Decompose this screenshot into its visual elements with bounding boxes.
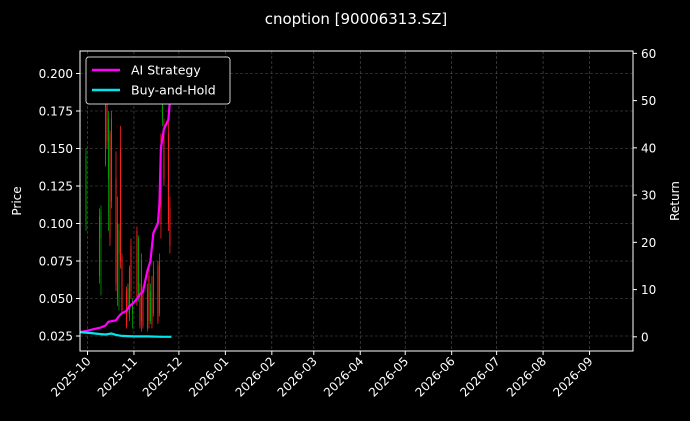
y-tick-label: 0.150	[39, 142, 73, 156]
candle	[100, 205, 102, 296]
candle	[158, 253, 160, 317]
candle	[116, 196, 118, 306]
candle	[152, 261, 154, 317]
candle-body	[148, 276, 150, 321]
legend-label-ai-strategy: AI Strategy	[131, 63, 201, 78]
candle-body	[142, 291, 144, 326]
candle	[110, 111, 112, 209]
series-line-ai-strategy	[79, 72, 173, 334]
y-axis-left: 0.025 0.050 0.075 0.100 0.125 0.150 0.175 0.200	[39, 67, 80, 344]
candle	[85, 148, 87, 231]
candle	[139, 283, 141, 329]
candle-body	[136, 231, 138, 299]
candles	[79, 66, 171, 332]
legend-box	[85, 56, 231, 105]
candle-body	[115, 178, 117, 284]
candle-body	[157, 265, 159, 321]
candle	[130, 238, 132, 299]
candle	[125, 286, 127, 329]
candle-body	[158, 261, 160, 314]
candle	[121, 253, 123, 314]
candle-body	[98, 216, 100, 276]
y-axis-right: 0 10 20 30 40 50 60	[633, 47, 656, 344]
candle-body	[140, 261, 142, 321]
candle-body	[160, 163, 162, 224]
candle	[107, 111, 109, 231]
legend: AI Strategy Buy-and-Hold	[85, 56, 231, 105]
y-tick-label: 0.075	[39, 255, 73, 269]
series-lines	[79, 72, 173, 338]
candle	[157, 261, 159, 324]
candle-body	[152, 268, 154, 314]
y2-tick-label: 40	[641, 141, 656, 155]
y2-tick-label: 0	[641, 330, 649, 344]
candle	[148, 268, 150, 329]
candle	[137, 235, 139, 302]
y2-tick-label: 50	[641, 94, 656, 108]
candle-body	[106, 103, 108, 141]
y-tick-label: 0.175	[39, 105, 73, 119]
candle-body	[139, 298, 141, 326]
candle-body	[110, 118, 112, 201]
y-tick-label: 0.100	[39, 217, 73, 231]
candle-body	[104, 81, 106, 164]
y-tick-label: 0.200	[39, 67, 73, 81]
legend-label-buy-and-hold: Buy-and-Hold	[131, 83, 216, 98]
candle	[146, 283, 148, 332]
candle-body	[163, 133, 165, 179]
y2-tick-label: 60	[641, 47, 656, 61]
candle-body	[100, 211, 102, 239]
y2-axis-label: Return	[668, 181, 682, 221]
y-tick-label: 0.025	[39, 330, 73, 344]
candle-body	[118, 231, 120, 254]
y-axis-label: Price	[10, 186, 24, 215]
series-line-buy-and-hold	[79, 331, 172, 338]
y-tick-label: 0.050	[39, 292, 73, 306]
y2-tick-label: 20	[641, 236, 656, 250]
y-tick-label: 0.125	[39, 180, 73, 194]
candle-body	[131, 301, 133, 314]
candle-body	[119, 148, 121, 261]
candle-body	[130, 246, 132, 291]
candle-body	[109, 133, 111, 239]
candle-body	[137, 238, 139, 299]
candle-body	[167, 133, 169, 224]
candle	[109, 130, 111, 246]
candle-body	[169, 208, 171, 246]
candle-body	[146, 289, 148, 329]
candle-body	[128, 268, 130, 317]
candle-body	[85, 156, 87, 224]
y2-tick-label: 30	[641, 189, 656, 203]
candle	[136, 226, 138, 306]
candle	[98, 208, 100, 284]
candle-body	[107, 118, 109, 179]
plot-frame	[79, 50, 634, 352]
candle	[142, 286, 144, 329]
candle-body	[149, 291, 151, 321]
candle-body	[116, 223, 118, 299]
y2-tick-label: 10	[641, 283, 656, 297]
candle	[167, 111, 169, 231]
candle	[128, 265, 130, 321]
candle	[151, 276, 153, 329]
candle	[149, 283, 151, 324]
candle	[169, 196, 171, 254]
candle-body	[125, 291, 127, 326]
candle-body	[151, 298, 153, 324]
candle	[115, 151, 117, 291]
candle	[118, 223, 120, 311]
candle	[119, 126, 121, 269]
chart-title: cnoption [90006313.SZ]	[265, 10, 448, 28]
candle-body	[121, 256, 123, 311]
candle-body	[127, 288, 129, 306]
